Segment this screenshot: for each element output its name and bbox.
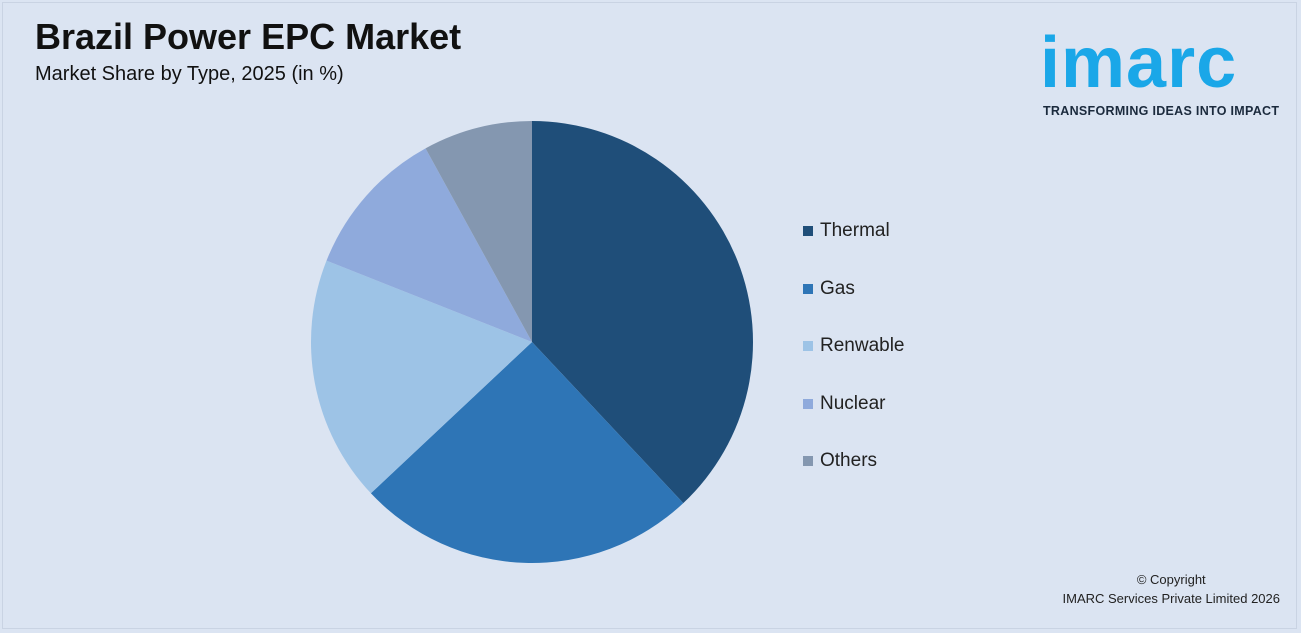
legend-item-nuclear: Nuclear bbox=[803, 392, 885, 416]
legend-swatch bbox=[803, 456, 813, 466]
legend-swatch bbox=[803, 341, 813, 351]
legend-label: Nuclear bbox=[820, 392, 886, 414]
logo-wordmark: imarc bbox=[1040, 23, 1238, 103]
imarc-logo: imarc TRANSFORMING IDEAS INTO IMPACT bbox=[1040, 14, 1290, 124]
pie-slice-renwable bbox=[311, 260, 532, 494]
legend-item-others: Others bbox=[803, 449, 877, 473]
legend-label: Gas bbox=[820, 277, 855, 299]
legend-label: Thermal bbox=[820, 220, 890, 241]
pie-slice-others bbox=[425, 121, 532, 342]
logo-tagline: TRANSFORMING IDEAS INTO IMPACT bbox=[1043, 104, 1280, 118]
legend-swatch bbox=[803, 283, 813, 294]
pie-slice-nuclear bbox=[326, 148, 532, 342]
pie-slice-thermal bbox=[532, 121, 754, 504]
pie-slices bbox=[311, 121, 754, 564]
legend-item-renwable: Renwable bbox=[803, 334, 905, 358]
chart-title: Brazil Power EPC Market bbox=[35, 16, 462, 57]
chart-subtitle: Market Share by Type, 2025 (in %) bbox=[35, 63, 344, 85]
copyright-company: IMARC Services Private Limited 2026 bbox=[1062, 591, 1280, 606]
pie-slice-gas bbox=[370, 342, 684, 564]
copyright-notice: © Copyright IMARC Services Private Limit… bbox=[1063, 570, 1280, 608]
legend-swatch bbox=[803, 398, 813, 409]
legend-item-gas: Gas bbox=[803, 277, 855, 301]
legend-label: Others bbox=[820, 450, 878, 471]
legend-swatch bbox=[803, 226, 813, 236]
legend-label: Renwable bbox=[820, 335, 905, 356]
copyright-line: © Copyright bbox=[1136, 572, 1206, 587]
legend-item-thermal: Thermal bbox=[803, 219, 890, 243]
